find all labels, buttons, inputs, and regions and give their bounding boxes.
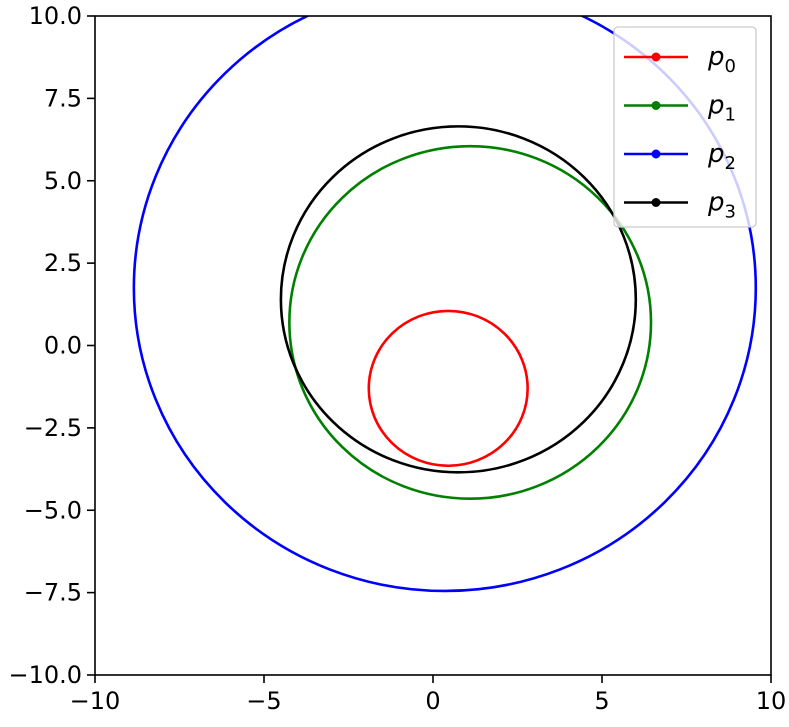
y-tick-label: 7.5 (44, 84, 82, 112)
circle-series-p2 (132, 16, 757, 593)
y-tick-label: 2.5 (44, 249, 82, 277)
y-axis: −10.0 −7.5 −5.0 −2.5 0.0 2.5 5.0 7.5 10.0 (8, 2, 95, 689)
x-tick-label: 10 (756, 687, 787, 715)
x-tick-label: −5 (246, 687, 281, 715)
legend-swatch-marker (651, 149, 661, 159)
legend-swatch-marker (651, 52, 661, 62)
legend-box (613, 26, 757, 228)
y-tick-label: 0.0 (44, 332, 82, 360)
legend-label: p1 (707, 91, 736, 126)
y-tick-label: −10.0 (8, 661, 82, 689)
circle-series-p3 (279, 125, 638, 474)
y-tick-label: −5.0 (24, 496, 82, 524)
circle-series-p0 (367, 309, 529, 468)
plot-area (132, 16, 757, 593)
legend-item-p1: p1 (624, 91, 736, 126)
y-tick-label: −7.5 (24, 579, 82, 607)
x-tick-label: −10 (70, 687, 121, 715)
legend-swatch-marker (651, 101, 661, 110)
y-tick-label: −2.5 (24, 414, 82, 442)
legend-item-p0: p0 (624, 42, 736, 77)
x-axis: −10 −5 0 5 10 (70, 675, 787, 715)
x-tick-label: 0 (425, 687, 440, 715)
circle-series-p1 (288, 144, 653, 501)
y-tick-label: 10.0 (29, 2, 82, 30)
x-tick-label: 5 (594, 687, 609, 715)
y-tick-label: 5.0 (44, 167, 82, 195)
legend-swatch-marker (651, 198, 661, 207)
